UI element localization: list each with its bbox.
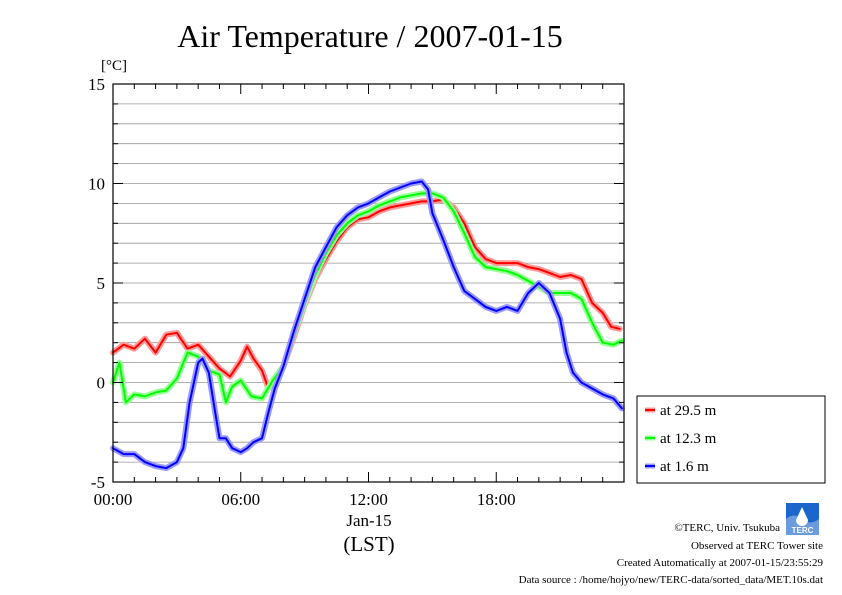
y-tick-label: 10	[88, 175, 105, 194]
tick-layer: -5 0 5 10 15 00:00 06:00 12:00 18:00	[88, 75, 624, 509]
x-axis-date-label: Jan-15	[346, 511, 391, 530]
y-tick-label: 5	[97, 274, 106, 293]
series-halo-2	[110, 190, 625, 406]
x-tick-label: 06:00	[221, 490, 260, 509]
series-line-3	[112, 180, 623, 470]
series-halo-1	[110, 196, 623, 392]
x-tick-label: 12:00	[349, 490, 388, 509]
x-tick-label: 18:00	[477, 490, 516, 509]
water-drop-icon	[796, 507, 808, 526]
observed-text: Observed at TERC Tower site	[691, 540, 823, 552]
legend-label: at 1.6 m	[660, 459, 709, 475]
x-axis-title: (LST)	[343, 532, 394, 556]
logo-text: TERC	[792, 526, 814, 535]
x-tick-label: 00:00	[94, 490, 133, 509]
series-halo-3	[110, 178, 625, 472]
series-line-1	[112, 198, 621, 390]
copyright-text: ©TERC, Univ. Tsukuba	[674, 522, 780, 534]
chart-title: Air Temperature / 2007-01-15	[177, 18, 563, 54]
y-tick-label: 15	[88, 75, 105, 94]
legend: at 29.5 m at 12.3 m at 1.6 m	[645, 403, 717, 475]
series-line-2	[112, 192, 623, 404]
terc-logo: TERC	[786, 503, 819, 535]
legend-label: at 29.5 m	[660, 403, 717, 419]
legend-label: at 12.3 m	[660, 431, 717, 447]
created-text: Created Automatically at 2007-01-15/23:5…	[617, 557, 824, 569]
y-tick-label: 0	[97, 374, 106, 393]
y-tick-label: -5	[91, 473, 105, 492]
legend-box	[636, 395, 826, 484]
data-source-text: Data source : /home/hojyo/new/TERC-data/…	[519, 574, 823, 586]
series-layer	[110, 178, 625, 472]
y-axis-unit-label: [°C]	[101, 58, 127, 74]
